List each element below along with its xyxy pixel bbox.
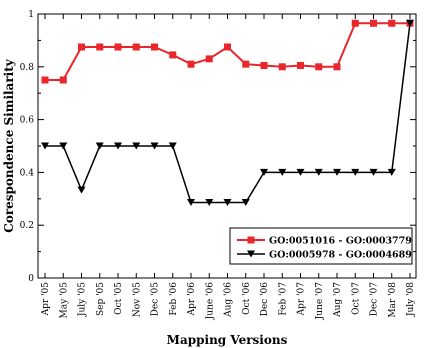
data-point-series-2 (333, 168, 341, 176)
y-axis-title: Corespondence Similarity (2, 58, 16, 232)
data-point-series-1 (41, 76, 49, 84)
data-point-series-2 (168, 142, 177, 150)
data-point-series-1 (370, 19, 377, 27)
data-point-series-2 (406, 19, 414, 27)
legend: GO:0051016 - GO:0003779 GO:0005978 - GO:… (229, 227, 413, 265)
y-tick-labels: 0 0.2 0.4 0.6 0.8 1 (20, 10, 35, 284)
data-point-series-1 (260, 61, 268, 69)
x-tick-label: Apr '05 (41, 282, 51, 317)
data-point-series-2 (205, 198, 214, 206)
x-tick-label: Dec '05 (151, 282, 161, 317)
data-point-series-2 (241, 198, 250, 206)
data-point-series-1 (59, 76, 67, 84)
data-point-series-2 (41, 142, 49, 150)
y-tick-label: 0.4 (20, 168, 35, 178)
legend-box (229, 227, 413, 265)
data-point-series-1 (224, 43, 231, 51)
data-point-series-2 (59, 142, 68, 150)
x-tick-label: June '06 (205, 282, 215, 321)
data-point-series-2 (369, 168, 378, 176)
x-tick-label: July '05 (78, 282, 88, 317)
x-tick-label: June '07 (315, 282, 325, 321)
axis-ticks (38, 13, 416, 279)
legend-label-series-2: GO:0005978 - GO:0004689 (269, 250, 412, 261)
data-point-series-2 (95, 142, 104, 150)
x-tick-label: Aug '07 (333, 282, 343, 318)
x-tick-label: Sep '05 (96, 282, 106, 316)
data-point-series-2 (114, 142, 122, 150)
data-point-series-1 (388, 19, 396, 27)
data-point-series-2 (223, 198, 232, 206)
data-point-series-1 (114, 43, 122, 51)
series-layer (41, 19, 414, 206)
data-point-series-1 (351, 19, 359, 27)
data-point-series-1 (278, 63, 286, 71)
x-tick-label: Oct '05 (114, 282, 124, 315)
data-point-series-2 (187, 198, 195, 206)
data-point-series-2 (260, 168, 268, 176)
data-point-series-2 (314, 168, 323, 176)
x-tick-label: Apr '07 (297, 282, 307, 317)
data-point-series-2 (387, 168, 396, 176)
x-tick-label: Feb '06 (169, 282, 179, 316)
data-point-series-1 (187, 60, 195, 68)
data-point-series-2 (351, 168, 360, 176)
x-tick-label: July '08 (406, 282, 416, 317)
data-point-series-2 (278, 168, 287, 176)
y-tick-label: 0.8 (20, 63, 35, 73)
x-axis-title: Mapping Versions (167, 333, 288, 347)
data-point-series-1 (78, 43, 85, 51)
data-point-series-2 (296, 168, 305, 176)
x-tick-label: Apr '06 (187, 282, 197, 317)
x-tick-label: Oct '06 (242, 282, 252, 315)
y-tick-label: 0 (28, 274, 34, 284)
x-tick-label: Dec '07 (370, 282, 380, 317)
x-tick-label: Oct '07 (351, 282, 361, 315)
data-point-series-1 (132, 43, 140, 51)
legend-marker-series-2 (247, 250, 255, 258)
data-point-series-1 (333, 63, 341, 71)
data-point-series-1 (315, 63, 323, 71)
x-tick-labels: Apr '05 May '05 July '05 Sep '05 Oct '05 Nov … (41, 282, 416, 321)
y-tick-label: 0.2 (20, 221, 34, 231)
x-tick-label: May '05 (59, 282, 69, 319)
x-tick-label: Mar '08 (388, 282, 398, 318)
data-point-series-1 (297, 61, 304, 69)
data-point-series-1 (169, 51, 177, 59)
legend-marker-series-1 (247, 236, 255, 244)
data-point-series-2 (150, 142, 159, 150)
y-tick-label: 0.6 (20, 116, 35, 126)
data-point-series-1 (205, 55, 213, 63)
data-point-series-2 (77, 186, 86, 194)
data-point-series-1 (242, 60, 250, 68)
data-point-series-1 (96, 43, 104, 51)
data-point-series-2 (132, 142, 141, 150)
x-tick-label: Feb '07 (278, 282, 288, 316)
legend-label-series-1: GO:0051016 - GO:0003779 (269, 236, 412, 247)
x-tick-label: Nov '05 (132, 282, 142, 317)
data-point-series-1 (151, 43, 158, 51)
x-tick-label: Dec '06 (260, 282, 270, 317)
x-tick-label: Aug '06 (224, 282, 234, 318)
y-tick-label: 1 (28, 10, 34, 20)
